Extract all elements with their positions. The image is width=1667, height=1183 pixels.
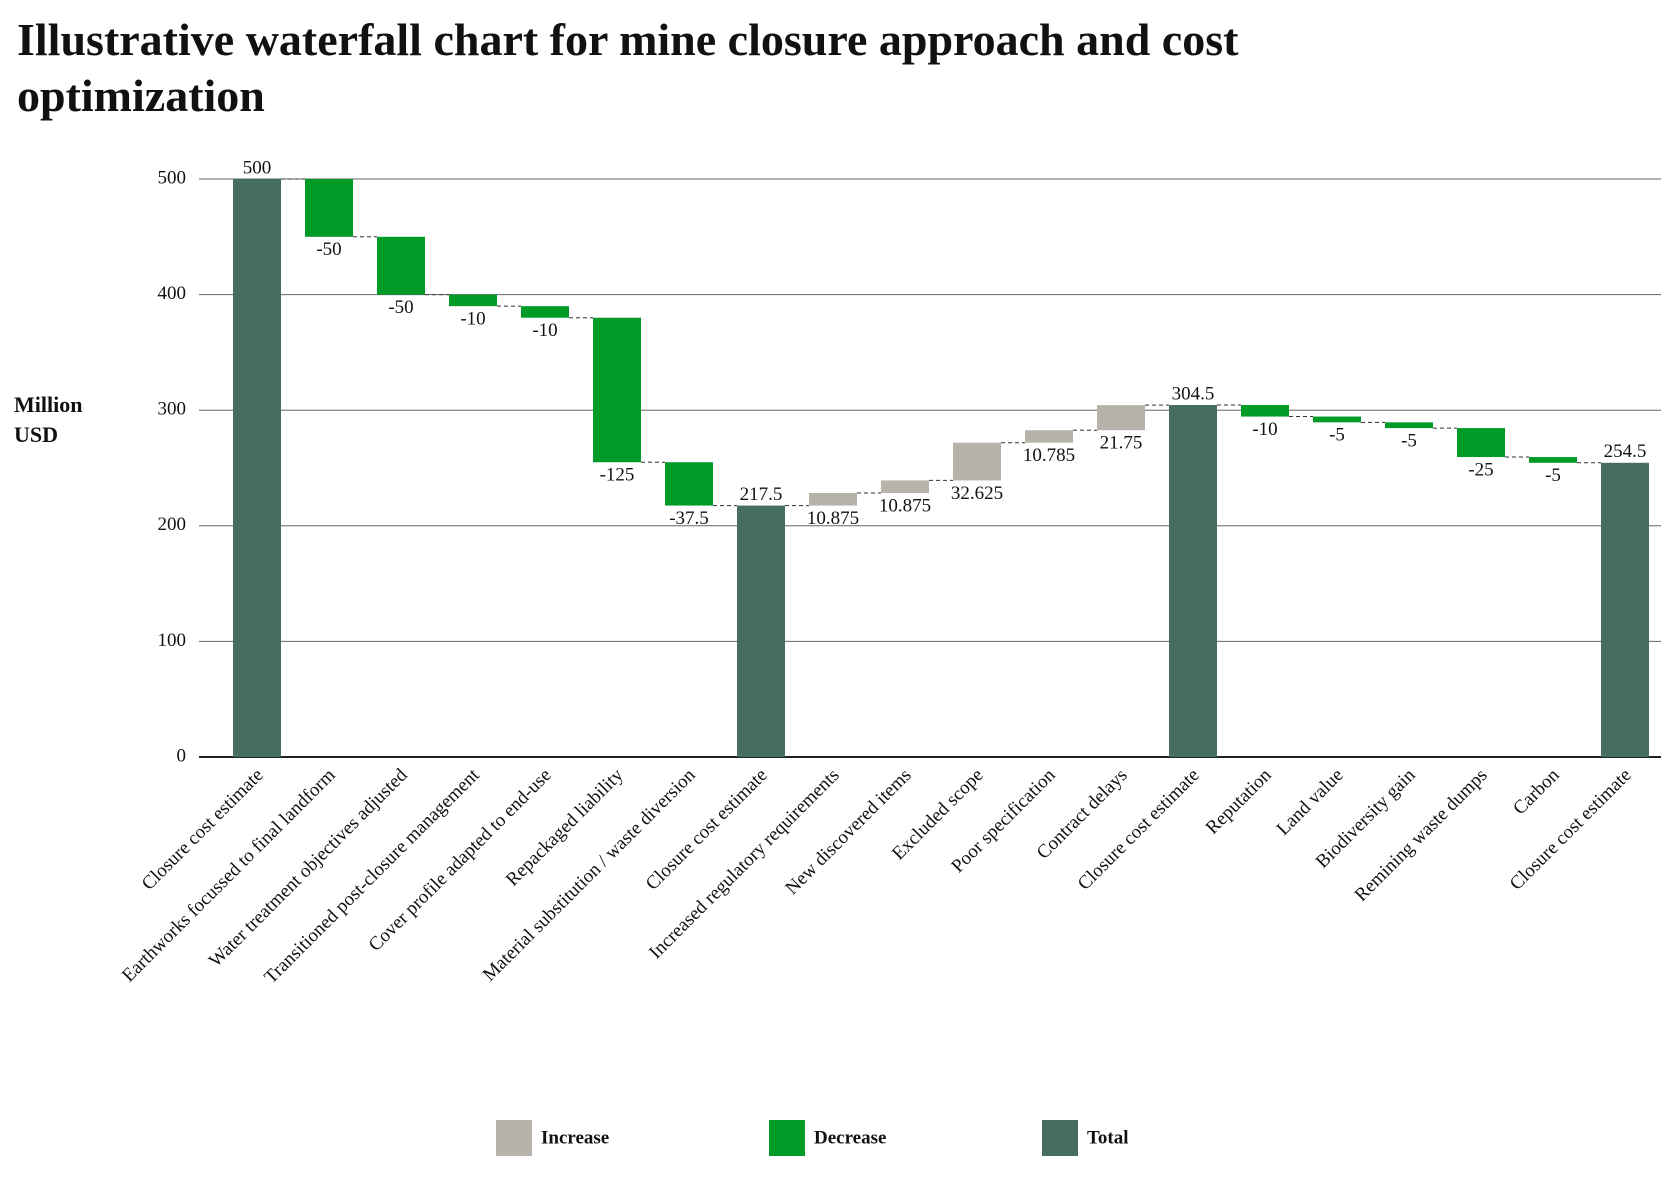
legend-label: Total (1087, 1127, 1129, 1148)
x-tick-label: Closure cost estimate (138, 765, 268, 895)
bar (1241, 404, 1289, 417)
value-label: 10.785 (1023, 445, 1075, 466)
y-tick-label: 400 (158, 283, 187, 304)
bar (1601, 462, 1649, 757)
value-label: 21.75 (1100, 433, 1143, 454)
bar (233, 179, 281, 757)
x-tick-label: Land value (1273, 765, 1348, 840)
bar (1385, 422, 1433, 429)
chart-title: Illustrative waterfall chart for mine cl… (17, 14, 1239, 121)
bar (953, 442, 1001, 481)
legend-label: Increase (541, 1127, 609, 1148)
bar (1457, 428, 1505, 458)
value-label: -5 (1545, 465, 1561, 486)
bar (449, 294, 497, 307)
value-label: 500 (243, 157, 272, 178)
value-label: -125 (600, 465, 635, 486)
value-label: 217.5 (740, 484, 783, 505)
x-tick-label: New discovered items (781, 765, 915, 899)
y-tick-label: 200 (158, 514, 187, 535)
legend-swatch (1042, 1120, 1078, 1156)
y-tick-label: 500 (158, 167, 187, 188)
bar (593, 317, 641, 463)
value-label: 304.5 (1172, 383, 1215, 404)
x-tick-label: Closure cost estimate (1506, 765, 1636, 895)
value-label: -50 (388, 297, 413, 318)
x-tick-label: Carbon (1509, 764, 1564, 819)
x-tick-label: Remining waste dumps (1351, 765, 1492, 906)
value-label: -5 (1329, 425, 1345, 446)
value-label: -37.5 (669, 508, 709, 529)
legend-label: Decrease (814, 1127, 886, 1148)
value-label: -10 (460, 309, 485, 330)
y-axis-title: Million USD (14, 392, 83, 447)
x-tick-label: Reputation (1202, 764, 1276, 838)
bar (1529, 457, 1577, 463)
bar (1097, 405, 1145, 431)
value-label: 254.5 (1604, 441, 1647, 462)
value-label: -25 (1468, 459, 1493, 480)
y-tick-label: 300 (158, 399, 187, 420)
legend-swatch (769, 1120, 805, 1156)
y-tick-label: 0 (177, 745, 187, 766)
value-label: -5 (1401, 430, 1417, 451)
bar (809, 492, 857, 506)
bar (665, 462, 713, 506)
bar (1313, 416, 1361, 423)
value-label: -10 (1252, 419, 1277, 440)
value-label: -10 (532, 320, 557, 341)
x-tick-label: Closure cost estimate (642, 765, 772, 895)
bar (377, 236, 425, 295)
bar (521, 306, 569, 318)
value-label: 10.875 (879, 495, 931, 516)
bar (1025, 430, 1073, 443)
bar (305, 179, 353, 237)
legend-swatch (496, 1120, 532, 1156)
bar (737, 505, 785, 757)
bar (881, 480, 929, 493)
x-tick-label: Closure cost estimate (1074, 765, 1204, 895)
value-label: -50 (316, 239, 341, 260)
bar (1169, 404, 1217, 757)
y-tick-label: 100 (158, 630, 187, 651)
value-label: 32.625 (951, 483, 1003, 504)
value-label: 10.875 (807, 508, 859, 529)
